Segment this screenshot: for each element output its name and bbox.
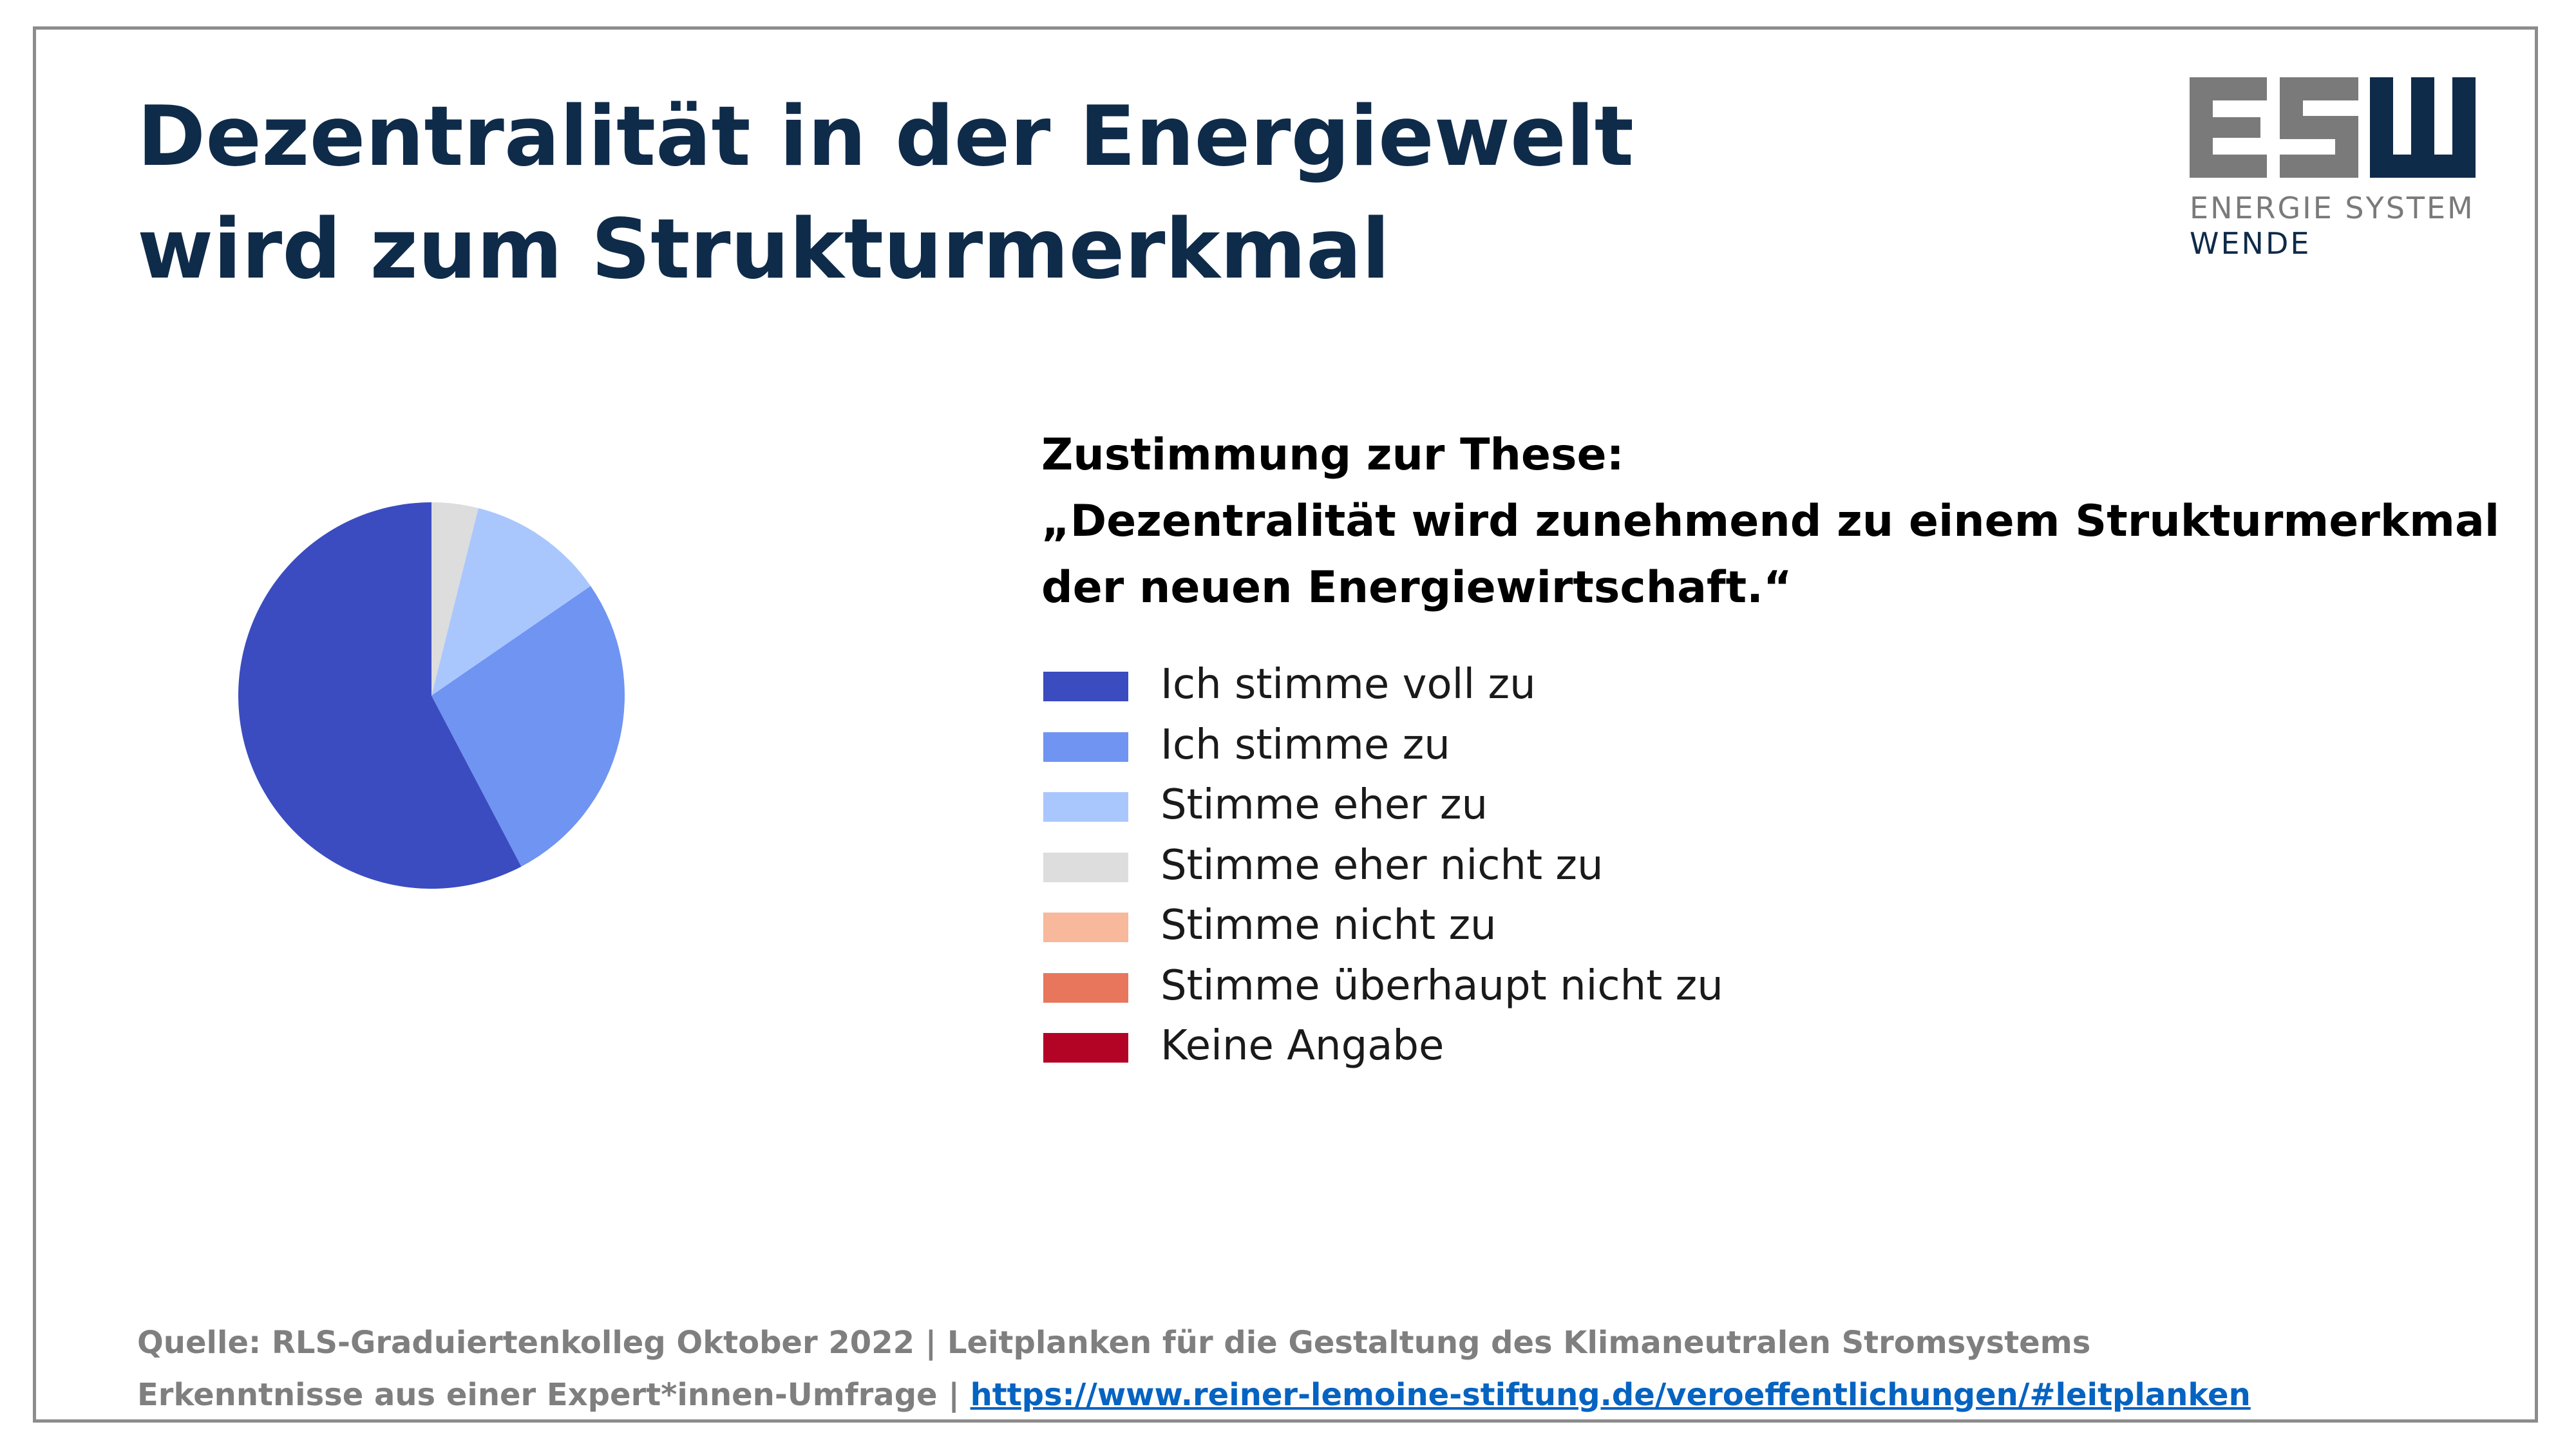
legend-swatch <box>1043 732 1128 762</box>
slide-title-line-2: wird zum Strukturmerkmal <box>137 202 1390 298</box>
chart-title-line-3: der neuen Energiewirtschaft.“ <box>1041 562 1792 613</box>
esw-logo-mark <box>2190 77 2476 178</box>
pie-slice-1 <box>431 585 625 867</box>
legend-swatch <box>1043 852 1128 882</box>
chart-title-line-1: Zustimmung zur These: <box>1041 430 1624 480</box>
legend-label: Ich stimme voll zu <box>1160 661 1536 708</box>
legend-swatch <box>1043 972 1128 1003</box>
chart-title: Zustimmung zur These: „Dezentralität wir… <box>1041 422 2499 621</box>
pie-slice-2 <box>431 507 591 696</box>
chart-title-line-2: „Dezentralität wird zunehmend zu einem S… <box>1041 496 2500 547</box>
legend-label: Stimme überhaupt nicht zu <box>1160 961 1723 1010</box>
logo-subtitle-line-2: WENDE <box>2190 226 2311 261</box>
legend-label: Stimme eher nicht zu <box>1160 841 1604 889</box>
legend-swatch <box>1043 672 1128 701</box>
logo-subtitle-line-1: ENERGIE SYSTEM <box>2190 191 2475 225</box>
legend-label: Ich stimme zu <box>1160 721 1450 769</box>
legend-label: Stimme eher zu <box>1160 781 1488 829</box>
pie-chart <box>238 502 625 889</box>
footer-source: Quelle: RLS-Graduiertenkolleg Oktober 20… <box>137 1317 2251 1421</box>
slide-title-line-1: Dezentralität in der Energiewelt <box>137 89 1634 185</box>
pie-slice-3 <box>431 502 478 696</box>
legend-swatch <box>1043 792 1128 822</box>
slide-title: Dezentralität in der Energiewelt wird zu… <box>137 80 1634 306</box>
pie-slice-0 <box>238 502 522 889</box>
esw-logo: ENERGIE SYSTEM WENDE <box>2190 70 2486 263</box>
legend-swatch <box>1043 913 1128 942</box>
legend-swatch <box>1043 1033 1128 1063</box>
legend-label: Keine Angabe <box>1160 1022 1444 1070</box>
legend-label: Stimme nicht zu <box>1160 902 1497 949</box>
footer-line-2-text: Erkenntnisse aus einer Expert*innen-Umfr… <box>137 1377 971 1413</box>
source-link[interactable]: https://www.reiner-lemoine-stiftung.de/v… <box>970 1377 2251 1413</box>
footer-line-1: Quelle: RLS-Graduiertenkolleg Oktober 20… <box>137 1325 2091 1361</box>
footer-line-2: Erkenntnisse aus einer Expert*innen-Umfr… <box>137 1369 2251 1421</box>
